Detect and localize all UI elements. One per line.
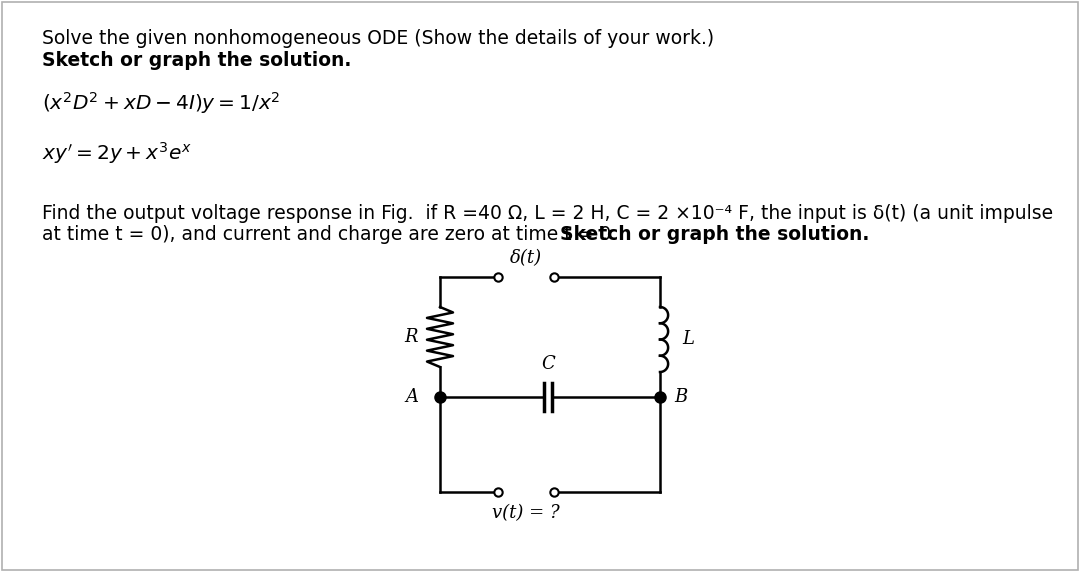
Text: Solve the given nonhomogeneous ODE (Show the details of your work.): Solve the given nonhomogeneous ODE (Show… xyxy=(42,29,714,48)
Text: C: C xyxy=(541,355,555,373)
Text: δ(t): δ(t) xyxy=(510,249,542,267)
Text: $xy^{\prime} = 2y + x^3e^x$: $xy^{\prime} = 2y + x^3e^x$ xyxy=(42,140,192,166)
Text: Sketch or graph the solution.: Sketch or graph the solution. xyxy=(561,225,869,244)
Text: R: R xyxy=(405,328,418,346)
Text: at time t = 0), and current and charge are zero at time t = 0.: at time t = 0), and current and charge a… xyxy=(42,225,630,244)
Text: Sketch or graph the solution.: Sketch or graph the solution. xyxy=(42,51,351,70)
Text: A: A xyxy=(405,388,418,406)
Text: $(x^2D^2 + xD - 4I)y = 1/x^2$: $(x^2D^2 + xD - 4I)y = 1/x^2$ xyxy=(42,90,281,116)
Text: L: L xyxy=(681,331,694,348)
Text: v(t) = ?: v(t) = ? xyxy=(492,504,559,522)
Text: B: B xyxy=(674,388,687,406)
Text: Find the output voltage response in Fig.  if R =40 Ω, L = 2 H, C = 2 ×10⁻⁴ F, th: Find the output voltage response in Fig.… xyxy=(42,204,1053,223)
